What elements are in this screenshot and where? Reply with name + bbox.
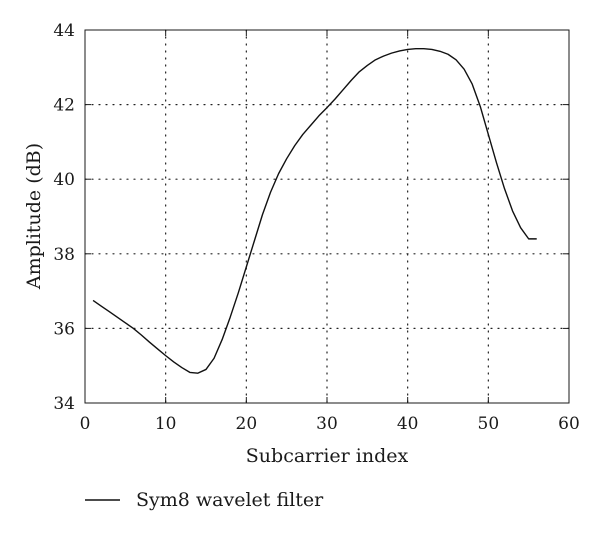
x-tick-label: 60 xyxy=(558,414,580,434)
y-tick-label: 42 xyxy=(53,96,75,116)
legend-label: Sym8 wavelet filter xyxy=(136,489,324,511)
legend: Sym8 wavelet filter xyxy=(85,489,324,511)
y-tick-label: 44 xyxy=(53,21,75,41)
y-tick-label: 34 xyxy=(53,394,75,414)
x-tick-label: 40 xyxy=(397,414,419,434)
x-tick-label: 10 xyxy=(155,414,177,434)
x-tick-labels: 0 10 20 30 40 50 60 xyxy=(80,414,580,434)
series-line-sym8-wavelet-filter xyxy=(92,47,537,374)
axis-ticks xyxy=(84,29,570,404)
x-tick-label: 50 xyxy=(478,414,500,434)
series-layer xyxy=(92,47,537,374)
y-tick-label: 40 xyxy=(53,170,75,190)
x-tick-label: 20 xyxy=(236,414,258,434)
y-tick-labels: 34 36 38 40 42 44 xyxy=(53,21,75,414)
y-axis-label: Amplitude (dB) xyxy=(23,143,45,290)
y-tick-label: 38 xyxy=(53,245,75,265)
grid-lines xyxy=(84,29,570,404)
x-axis-label: Subcarrier index xyxy=(246,445,409,467)
x-tick-label: 0 xyxy=(80,414,91,434)
y-tick-label: 36 xyxy=(53,319,75,339)
x-tick-label: 30 xyxy=(316,414,338,434)
